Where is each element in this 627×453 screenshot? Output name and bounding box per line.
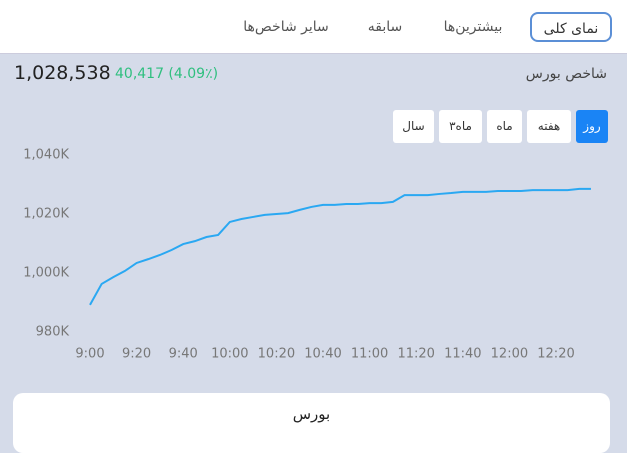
index-value: 1,028,538 [14,62,111,84]
range-button[interactable]: ماه [487,110,522,143]
line [89,187,591,306]
y-tick-label: 1,020K [23,207,69,222]
tab[interactable]: نمای کلی [530,12,612,42]
tab[interactable]: بیشترین‌ها [443,19,503,35]
x-tick-label: 10:20 [258,347,295,362]
tab[interactable]: سایر شاخص‌ها [243,19,329,35]
x-tick-label: 10:00 [211,347,248,362]
market-card[interactable]: بورس [13,393,610,453]
range-button[interactable]: ۳ماه [439,110,482,143]
y-tick-label: 1,040K [23,148,69,163]
x-tick-label: 9:20 [122,347,151,362]
x-tick-label: 11:00 [351,347,388,362]
tab[interactable]: سابقه [367,19,403,35]
x-tick-label: 12:00 [491,347,528,362]
x-tick-label: 9:00 [75,347,104,362]
range-button[interactable]: روز [576,110,608,143]
y-tick-label: 980K [36,325,70,340]
x-tick-label: 11:40 [444,347,481,362]
index-name: شاخص بورس [525,66,607,82]
range-button[interactable]: سال [393,110,434,143]
x-tick-label: 11:20 [397,347,434,362]
x-tick-label: 10:40 [304,347,341,362]
card-title: بورس [292,405,331,423]
x-tick-label: 12:20 [537,347,574,362]
index-change: 40,417 (4.09٪) [115,66,219,82]
tab-bar: نمای کلی بیشترین‌ها سابقه سایر شاخص‌ها [0,0,627,54]
x-tick-label: 9:40 [169,347,198,362]
chart: 980K 1,000K 1,020K 1,040K 9:00 9:20 9:40 10:00 1… [23,148,591,362]
range-button[interactable]: هفته [527,110,571,143]
y-tick-label: 1,000K [23,266,69,281]
